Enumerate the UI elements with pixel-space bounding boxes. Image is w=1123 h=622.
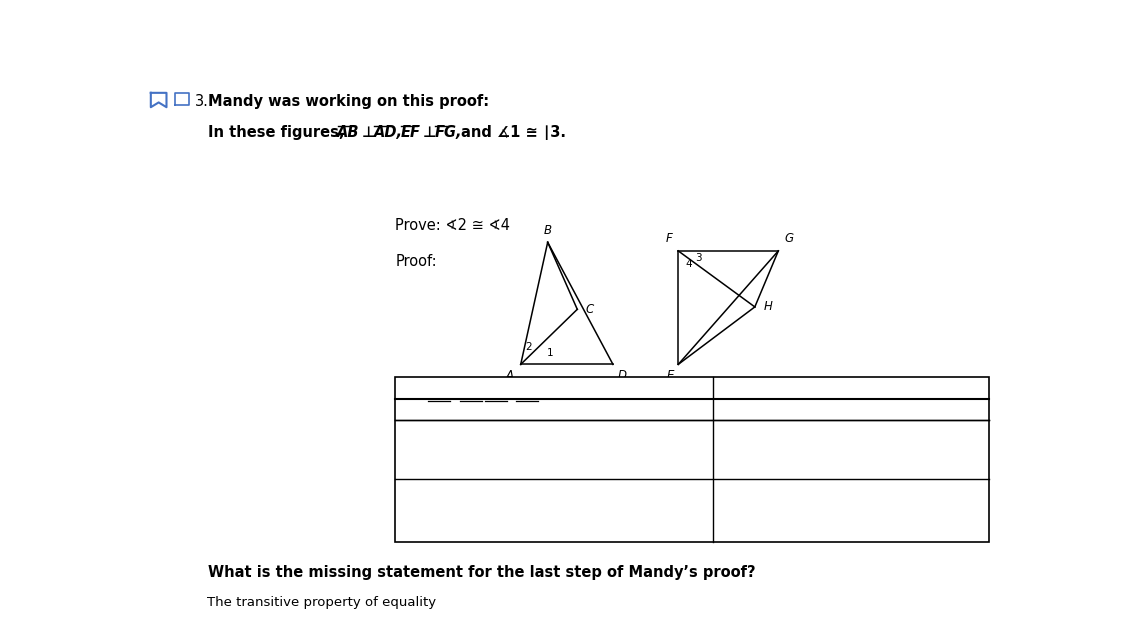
Text: 4.  ?: 4. ? <box>720 504 748 517</box>
Text: C: C <box>586 303 594 316</box>
Text: EF: EF <box>485 403 501 416</box>
Text: What is the missing statement for the last step of Mandy’s proof?: What is the missing statement for the la… <box>208 565 756 580</box>
Text: 3.   ∢1 is complementary to ∢2: 3. ∢1 is complementary to ∢2 <box>402 431 613 444</box>
Text: AD: AD <box>459 403 480 416</box>
Text: Mandy was working on this proof:: Mandy was working on this proof: <box>208 94 490 109</box>
Text: B: B <box>544 223 551 236</box>
Text: 2: 2 <box>526 341 532 351</box>
Text: 2.  m∡1 + m∢2 = 90°, m∣3 + m∣4 = 90°: 2. m∡1 + m∢2 = 90°, m∣3 + m∣4 = 90° <box>402 414 678 427</box>
Text: E: E <box>667 369 674 382</box>
Text: FG: FG <box>517 403 535 416</box>
Text: EF: EF <box>401 125 421 140</box>
Text: 4.  ∢2 ≅ ∢4: 4. ∢2 ≅ ∢4 <box>402 504 482 517</box>
Text: 3.: 3. <box>195 94 209 109</box>
Text: Proof:: Proof: <box>395 254 437 269</box>
Text: AB: AB <box>337 125 359 140</box>
Text: D: D <box>618 369 627 382</box>
Text: Prove: ∢2 ≅ ∢4: Prove: ∢2 ≅ ∢4 <box>395 218 510 233</box>
Text: H: H <box>764 300 773 313</box>
Text: In these figures,: In these figures, <box>208 125 345 140</box>
Text: ⊥: ⊥ <box>362 125 375 140</box>
Text: ,: , <box>473 403 481 416</box>
Text: ⊥: ⊥ <box>422 125 436 140</box>
Text: The transitive property of equality: The transitive property of equality <box>207 596 436 610</box>
Text: Reasons: Reasons <box>720 381 783 394</box>
Bar <box>395 378 989 542</box>
Text: ∢3 is complementary to ∢4: ∢3 is complementary to ∢4 <box>402 454 613 466</box>
Text: 1.: 1. <box>402 403 423 416</box>
Text: 4: 4 <box>685 259 692 269</box>
Text: 3.  Two angles that form a 90° angle are: 3. Two angles that form a 90° angle are <box>720 431 988 444</box>
Text: 1: 1 <box>547 348 554 358</box>
Text: 2.  Definition of perpendicularity: 2. Definition of perpendicularity <box>720 414 937 427</box>
Text: G: G <box>784 232 794 245</box>
Text: A: A <box>505 369 513 382</box>
Text: Statements: Statements <box>402 381 489 394</box>
Text: ⊥: ⊥ <box>497 403 518 416</box>
Text: AB: AB <box>429 403 447 416</box>
Text: FG,: FG, <box>435 125 462 140</box>
Text: and ∡1 ≅ ∣3.: and ∡1 ≅ ∣3. <box>460 125 566 140</box>
Text: , and ∡1 ≅ ∣3: , and ∡1 ≅ ∣3 <box>529 403 622 416</box>
Text: 3: 3 <box>695 253 702 262</box>
Text: complementary to each other.: complementary to each other. <box>720 454 943 466</box>
Text: AD,: AD, <box>374 125 403 140</box>
Text: F: F <box>666 232 673 245</box>
Text: 1.  Given: 1. Given <box>720 403 779 416</box>
Text: ⊥: ⊥ <box>441 403 460 416</box>
